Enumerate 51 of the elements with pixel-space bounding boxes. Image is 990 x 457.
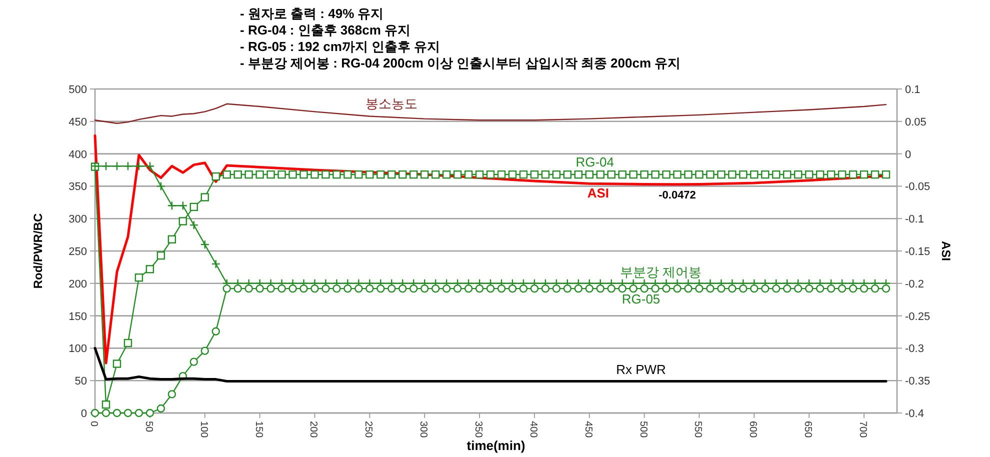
y-tick-label: 450 bbox=[68, 116, 87, 128]
y2-tick-label: -0.35 bbox=[905, 376, 930, 388]
y-tick-label: 350 bbox=[68, 181, 87, 194]
y2-tick-label: -0.25 bbox=[905, 310, 930, 323]
x-tick-label: 350 bbox=[472, 421, 484, 438]
x-tick-label: 650 bbox=[802, 421, 814, 438]
x-tick-label: 550 bbox=[692, 421, 704, 438]
y2-tick-label: -0.2 bbox=[905, 278, 924, 290]
y2-tick-label: -0.05 bbox=[905, 181, 930, 194]
y2-tick-label: -0.15 bbox=[905, 246, 930, 258]
x-tick-label: 50 bbox=[142, 421, 154, 433]
x-tick-label: 450 bbox=[582, 421, 594, 438]
x-tick-label: 0 bbox=[88, 421, 99, 427]
y-tick-label: 250 bbox=[68, 246, 87, 258]
y2-tick-label: 0.05 bbox=[905, 116, 926, 128]
y-tick-label: 200 bbox=[68, 278, 87, 290]
series-label: 봉소농도 bbox=[366, 96, 418, 112]
x-tick-label: 150 bbox=[252, 421, 264, 438]
x-tick-label: 100 bbox=[198, 421, 209, 438]
x-tick-label: 250 bbox=[362, 421, 374, 438]
y-tick-label: 100 bbox=[68, 343, 87, 356]
data-label: -0.0472 bbox=[658, 189, 696, 202]
y2-axis-title: ASI bbox=[939, 240, 953, 262]
y-axis-title: Rod/PWR/BC bbox=[31, 213, 45, 289]
x-tick-label: 600 bbox=[747, 421, 758, 438]
y2-tick-label: -0.3 bbox=[905, 343, 924, 356]
y-tick-label: 50 bbox=[74, 376, 87, 388]
series-label: Rx PWR bbox=[616, 362, 666, 378]
y2-tick-label: 0.1 bbox=[905, 84, 920, 96]
y-tick-label: 150 bbox=[68, 310, 87, 323]
series-label: 부분강 제어봉 bbox=[620, 264, 702, 280]
text: - 부분강 제어봉 : RG-04 200cm 이상 인출시부터 삽입시작 최종 200cm 유지 bbox=[240, 56, 681, 70]
text: - 원자로 출력 : 49% 유지 bbox=[240, 6, 384, 21]
x-tick-label: 200 bbox=[308, 421, 319, 438]
y2-tick-label: -0.1 bbox=[905, 214, 924, 226]
y-tick-label: 500 bbox=[68, 84, 87, 96]
x-tick-label: 700 bbox=[857, 421, 868, 438]
x-tick-label: 400 bbox=[527, 421, 538, 438]
y-tick-label: 400 bbox=[68, 148, 87, 161]
x-tick-label: 500 bbox=[637, 421, 648, 438]
y-tick-label: 0 bbox=[80, 408, 87, 420]
text: - RG-05 : 192 cm까지 인출후 유지 bbox=[240, 39, 440, 54]
series-label: ASI bbox=[587, 186, 610, 201]
series-label: RG-05 bbox=[622, 292, 660, 307]
x-axis-title: time(min) bbox=[466, 438, 526, 453]
x-tick-label: 300 bbox=[418, 421, 429, 438]
text: - RG-04 : 인출후 368cm 유지 bbox=[240, 22, 410, 38]
y-tick-label: 300 bbox=[68, 214, 87, 226]
series-label: RG-04 bbox=[576, 154, 614, 170]
y2-tick-label: -0.4 bbox=[905, 408, 924, 420]
y2-tick-label: 0 bbox=[905, 148, 912, 161]
